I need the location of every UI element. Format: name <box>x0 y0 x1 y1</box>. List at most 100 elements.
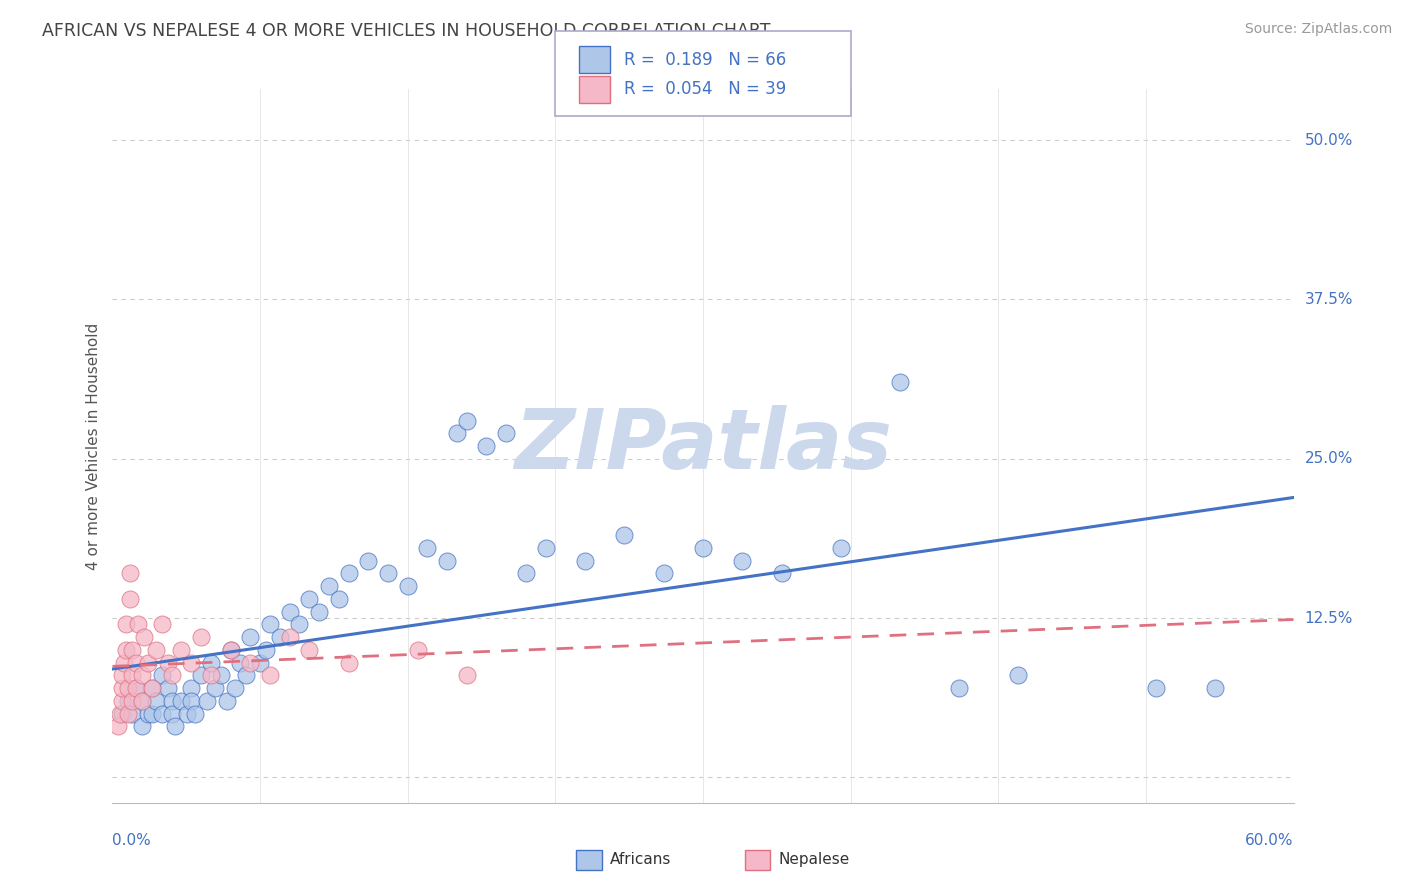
Point <box>456 668 478 682</box>
Point <box>160 694 183 708</box>
Point <box>200 668 222 682</box>
Point <box>219 643 242 657</box>
Text: 50.0%: 50.0% <box>1305 133 1353 148</box>
Point <box>121 668 143 682</box>
Point <box>298 591 321 606</box>
Point <box>235 668 257 682</box>
Text: 25.0%: 25.0% <box>1305 451 1353 467</box>
Point <box>224 681 246 695</box>
Point <box>170 643 193 657</box>
Point <box>115 617 138 632</box>
Text: 12.5%: 12.5% <box>1305 610 1353 625</box>
Point <box>120 591 142 606</box>
Point <box>141 681 163 695</box>
Point <box>209 668 232 682</box>
Point <box>136 656 159 670</box>
Point <box>328 591 350 606</box>
Point <box>259 617 281 632</box>
Point <box>1144 681 1167 695</box>
Text: Nepalese: Nepalese <box>779 853 851 867</box>
Point <box>131 694 153 708</box>
Point <box>249 656 271 670</box>
Point <box>475 439 498 453</box>
Point <box>574 554 596 568</box>
Point <box>156 681 179 695</box>
Point <box>259 668 281 682</box>
Point <box>117 706 139 721</box>
Point <box>165 719 187 733</box>
Point <box>692 541 714 555</box>
Point <box>180 681 202 695</box>
Point <box>416 541 439 555</box>
Point <box>219 643 242 657</box>
Point <box>396 579 419 593</box>
Point <box>111 668 134 682</box>
Point <box>145 694 167 708</box>
Point <box>377 566 399 581</box>
Point <box>215 694 238 708</box>
Text: Source: ZipAtlas.com: Source: ZipAtlas.com <box>1244 22 1392 37</box>
Point <box>830 541 852 555</box>
Point <box>204 681 226 695</box>
Point <box>278 605 301 619</box>
Point <box>288 617 311 632</box>
Point <box>156 656 179 670</box>
Point <box>436 554 458 568</box>
Point <box>125 681 148 695</box>
Point <box>110 706 132 721</box>
Point <box>111 681 134 695</box>
Point <box>125 656 148 670</box>
Point <box>150 706 173 721</box>
Text: R =  0.189   N = 66: R = 0.189 N = 66 <box>624 51 786 69</box>
Y-axis label: 4 or more Vehicles in Household: 4 or more Vehicles in Household <box>86 322 101 570</box>
Point <box>770 566 793 581</box>
Point <box>269 630 291 644</box>
Point <box>141 706 163 721</box>
Text: ZIPatlas: ZIPatlas <box>515 406 891 486</box>
Point <box>150 617 173 632</box>
Point <box>190 668 212 682</box>
Point <box>127 617 149 632</box>
Point <box>1204 681 1226 695</box>
Point <box>337 656 360 670</box>
Point <box>160 706 183 721</box>
Point <box>239 630 262 644</box>
Point <box>141 681 163 695</box>
Point <box>948 681 970 695</box>
Point <box>298 643 321 657</box>
Point <box>121 706 143 721</box>
Point <box>145 643 167 657</box>
Point <box>613 528 636 542</box>
Point <box>180 656 202 670</box>
Point <box>176 706 198 721</box>
Point <box>200 656 222 670</box>
Point <box>150 668 173 682</box>
Point <box>337 566 360 581</box>
Point <box>131 668 153 682</box>
Point <box>121 643 143 657</box>
Point <box>132 630 155 644</box>
Point <box>131 719 153 733</box>
Point <box>239 656 262 670</box>
Point <box>495 426 517 441</box>
Text: 60.0%: 60.0% <box>1246 833 1294 848</box>
Point <box>120 566 142 581</box>
Point <box>195 694 218 708</box>
Point <box>136 706 159 721</box>
Point <box>170 694 193 708</box>
Point <box>121 694 143 708</box>
Text: 0.0%: 0.0% <box>112 833 152 848</box>
Point <box>117 694 139 708</box>
Point <box>160 668 183 682</box>
Point <box>652 566 675 581</box>
Text: Africans: Africans <box>610 853 672 867</box>
Point <box>515 566 537 581</box>
Point <box>111 694 134 708</box>
Text: AFRICAN VS NEPALESE 4 OR MORE VEHICLES IN HOUSEHOLD CORRELATION CHART: AFRICAN VS NEPALESE 4 OR MORE VEHICLES I… <box>42 22 770 40</box>
Point <box>446 426 468 441</box>
Point <box>406 643 429 657</box>
Point <box>117 681 139 695</box>
Point <box>889 376 911 390</box>
Point <box>190 630 212 644</box>
Point <box>131 694 153 708</box>
